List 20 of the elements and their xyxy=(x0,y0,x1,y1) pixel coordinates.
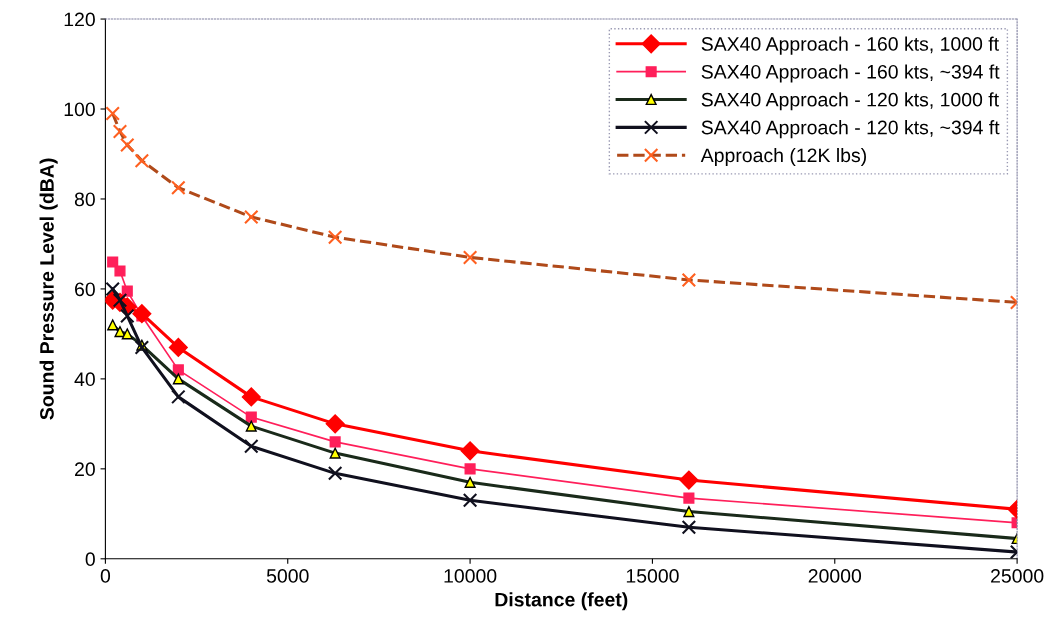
y-tick-label: 120 xyxy=(64,12,95,27)
legend-label: SAX40 Approach - 160 kts, 1000 ft xyxy=(701,36,999,55)
x-tick-label: 20000 xyxy=(808,569,862,583)
x-tick-label: 0 xyxy=(100,569,111,583)
y-tick-label: 20 xyxy=(75,462,95,477)
x-tick-label: 5000 xyxy=(266,569,309,583)
x-tick-label: 10000 xyxy=(444,569,497,583)
legend-label: SAX40 Approach - 120 kts, 1000 ft xyxy=(701,92,999,111)
legend-label: Approach (12K lbs) xyxy=(700,147,866,167)
y-tick-label: 100 xyxy=(64,102,95,117)
y-tick-label: 40 xyxy=(74,372,95,387)
legend-label: SAX40 Approach - 120 kts, ~394 ft xyxy=(701,120,1000,139)
y-tick-label: 80 xyxy=(74,192,95,207)
legend-label: SAX40 Approach - 160 kts, ~394 ft xyxy=(701,64,1000,83)
y-tick-label: 0 xyxy=(85,552,95,567)
y-axis-title: Sound Pressure Level (dBA) xyxy=(39,158,58,420)
x-axis-title: Distance (feet) xyxy=(495,592,628,611)
y-tick-label: 60 xyxy=(75,282,95,297)
x-tick-label: 15000 xyxy=(626,569,679,583)
x-tick-label: 25000 xyxy=(991,569,1044,583)
